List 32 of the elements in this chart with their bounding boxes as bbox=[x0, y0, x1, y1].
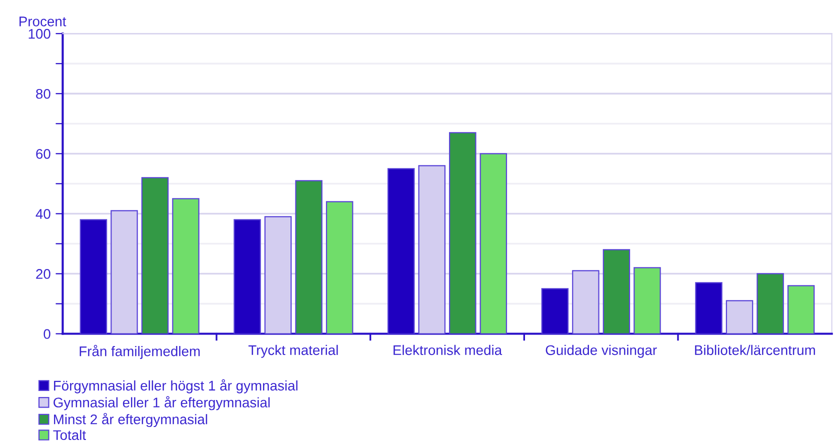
bar bbox=[326, 201, 354, 334]
bar bbox=[756, 273, 784, 334]
bar bbox=[787, 285, 815, 334]
y-tick-label: 60 bbox=[36, 149, 50, 159]
y-tick-label: 20 bbox=[36, 269, 50, 279]
y-tick-label: 40 bbox=[36, 209, 50, 219]
bar bbox=[726, 300, 754, 334]
bar bbox=[295, 180, 322, 334]
bar bbox=[541, 288, 569, 334]
y-tick-label: 0 bbox=[44, 329, 50, 339]
x-tick-label: Tryckt material bbox=[248, 344, 338, 358]
y-axis-title: Procent bbox=[20, 16, 66, 26]
legend-label: Förgymnasial eller högst 1 år gymnasial bbox=[54, 379, 298, 394]
bar bbox=[602, 249, 630, 334]
x-tick-label: Elektronisk media bbox=[394, 344, 502, 356]
bar bbox=[172, 198, 200, 334]
x-tick-label: Från familjemedlem bbox=[80, 344, 200, 359]
x-tick-label: Bibliotek/lärcentrum bbox=[695, 344, 815, 356]
bar bbox=[234, 219, 261, 334]
legend-label: Gymnasial eller 1 år eftergymnasial bbox=[54, 396, 270, 410]
bar bbox=[449, 132, 476, 334]
legend-label: Minst 2 år eftergymnasial bbox=[54, 412, 208, 428]
x-tick-label: Guidade visningar bbox=[546, 344, 657, 358]
bar bbox=[141, 177, 169, 334]
bar bbox=[480, 153, 508, 334]
y-tick-label: 100 bbox=[28, 28, 50, 39]
bar bbox=[80, 219, 108, 334]
bar bbox=[634, 267, 661, 334]
legend-label: Totalt bbox=[53, 430, 86, 440]
bar bbox=[695, 282, 722, 334]
bar bbox=[387, 168, 415, 334]
y-tick-label: 80 bbox=[36, 88, 50, 99]
